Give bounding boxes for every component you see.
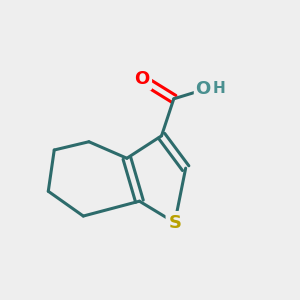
Text: O: O <box>134 70 149 88</box>
Text: O: O <box>195 80 211 98</box>
Text: S: S <box>168 214 181 232</box>
Text: H: H <box>212 81 225 96</box>
